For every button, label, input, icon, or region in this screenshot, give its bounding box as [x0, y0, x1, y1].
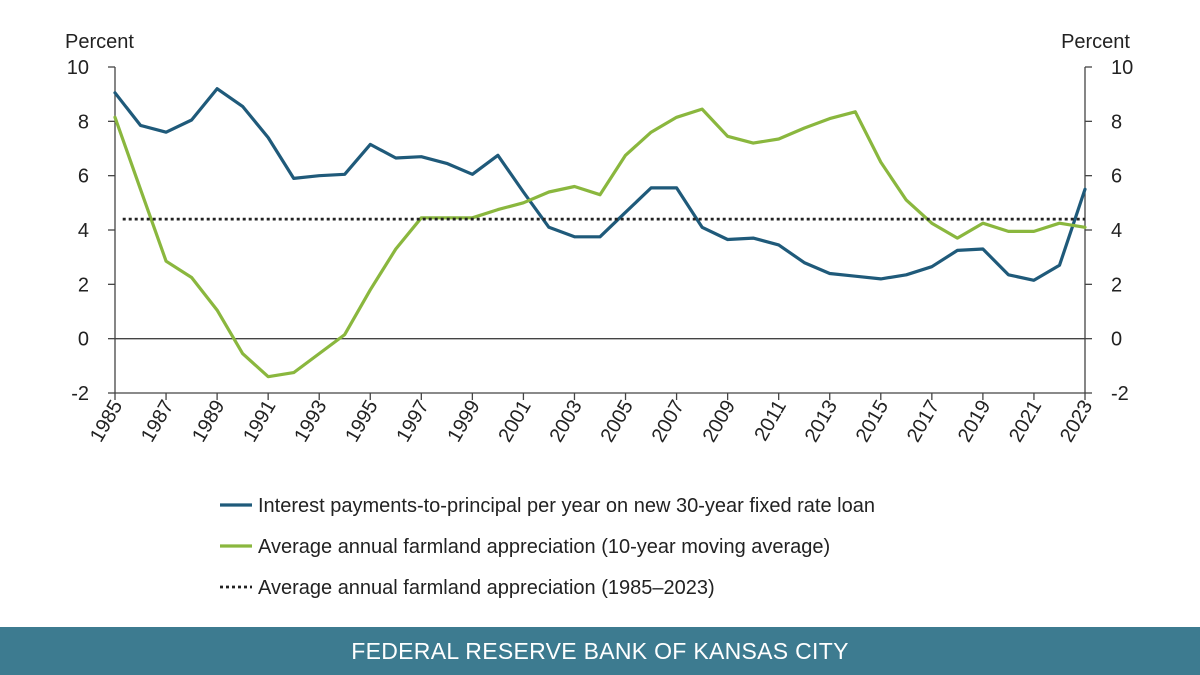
footer-banner: FEDERAL RESERVE BANK OF KANSAS CITY [0, 627, 1200, 675]
x-tick-label: 1995 [341, 397, 382, 447]
series-line-2 [113, 107, 1087, 379]
x-tick-label: 2023 [1056, 397, 1097, 447]
x-tick-label: 1987 [137, 397, 178, 447]
x-tick-label: 1985 [86, 397, 127, 447]
x-tick-label: 1999 [443, 397, 484, 447]
y-left-tick-label: 6 [78, 166, 89, 188]
y-left-tick-label: 4 [78, 220, 89, 242]
x-tick-label: 2019 [954, 397, 995, 447]
y-left-tick-label: -2 [71, 383, 89, 405]
y-left-axis-label: Percent [65, 31, 134, 53]
x-tick-label: 2007 [648, 397, 689, 447]
x-tick-label: 2015 [852, 397, 893, 447]
y-right-tick-label: 6 [1111, 166, 1122, 188]
legend-label-2: Average annual farmland appreciation (10… [258, 536, 830, 558]
x-tick-label: 2013 [801, 397, 842, 447]
y-right-axis-label: Percent [1061, 31, 1130, 53]
x-tick-label: 2005 [597, 397, 638, 447]
legend-label-1: Interest payments-to-principal per year … [258, 495, 875, 517]
x-tick-label: 2003 [546, 397, 587, 447]
legend: Interest payments-to-principal per year … [220, 495, 875, 599]
x-tick-label: 2021 [1005, 397, 1046, 447]
y-left-tick-label: 0 [78, 329, 89, 351]
y-right-tick-label: 8 [1111, 111, 1122, 133]
x-tick-label: 1989 [188, 397, 229, 447]
series-line-1 [113, 87, 1087, 282]
y-left-tick-label: 10 [67, 57, 89, 79]
x-tick-label: 1991 [239, 397, 280, 447]
x-tick-label: 2009 [699, 397, 740, 447]
y-right-tick-label: 10 [1111, 57, 1133, 79]
y-left-tick-label: 2 [78, 274, 89, 296]
y-right-tick-label: 2 [1111, 274, 1122, 296]
series-layer [113, 87, 1087, 379]
x-tick-label: 2011 [750, 397, 791, 445]
y-right-tick-label: 4 [1111, 220, 1122, 242]
footer-text: FEDERAL RESERVE BANK OF KANSAS CITY [351, 637, 849, 664]
x-tick-label: 2001 [494, 397, 535, 447]
x-tick-label: 1997 [392, 397, 433, 447]
y-right-tick-label: -2 [1111, 383, 1129, 405]
x-tick-label: 2017 [903, 397, 944, 447]
y-left-tick-label: 8 [78, 111, 89, 133]
x-tick-label: 1993 [290, 397, 331, 447]
y-right-tick-label: 0 [1111, 329, 1122, 351]
legend-label-3: Average annual farmland appreciation (19… [258, 577, 715, 599]
